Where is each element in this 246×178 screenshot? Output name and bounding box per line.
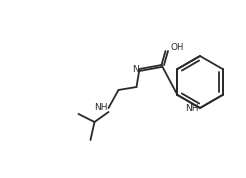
Text: NH: NH: [185, 103, 199, 112]
Text: NH: NH: [94, 103, 108, 112]
Text: N: N: [132, 64, 138, 74]
Text: H: H: [176, 43, 183, 53]
Text: O: O: [170, 43, 177, 53]
